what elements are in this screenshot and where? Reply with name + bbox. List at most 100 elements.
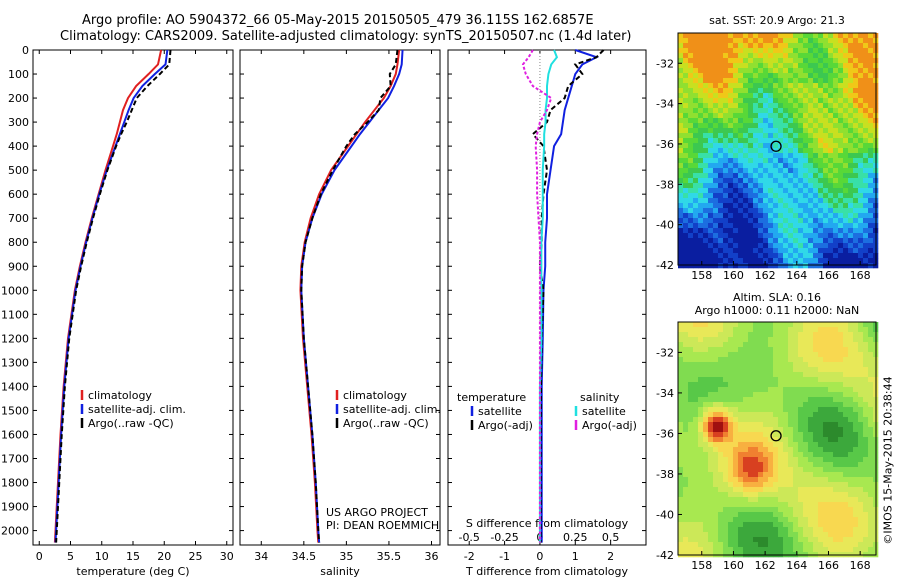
map-cell [793,183,799,189]
panel-frame [447,49,647,546]
map-cell [758,522,764,528]
map-cell [773,163,779,169]
map-cell [678,517,684,523]
map-cell [683,113,689,119]
map-cell [713,547,719,553]
map-cell [823,392,829,398]
map-cell [763,497,769,503]
map-cell [698,472,704,478]
map-cell [838,233,844,239]
map-cell [833,402,839,408]
map-cell [783,158,789,164]
map-cell [748,173,754,179]
map-cell [848,442,854,448]
map-cell [733,542,739,548]
map-cell [868,263,874,269]
map-cell [813,407,819,413]
map-cell [753,387,759,393]
map-cell [808,527,814,533]
map-cell [763,58,769,64]
map-cell [838,68,844,74]
map-cell [813,88,819,94]
map-cell [833,377,839,383]
map-cell [703,357,709,363]
map-cell [858,223,864,229]
map-cell [808,198,814,204]
map-cell [763,183,769,189]
map-cell [688,128,694,134]
map-cell [768,547,774,553]
map-cell [763,188,769,194]
map-cell [758,208,764,214]
map-cell [813,502,819,508]
map-cell [793,482,799,488]
map-cell [703,462,709,468]
map-cell [768,223,774,229]
map-cell [848,228,854,234]
map-cell [688,372,694,378]
map-cell [853,83,859,89]
map-cell [853,422,859,428]
map-cell [768,387,774,393]
map-cell [783,352,789,358]
map-cell [793,233,799,239]
map-cell [828,482,834,488]
map-cell [768,342,774,348]
map-cell [688,502,694,508]
map-cell [848,238,854,244]
map-cell [768,38,774,44]
map-cell [728,492,734,498]
map-cell [818,178,824,184]
map-cell [723,203,729,209]
map-cell [718,502,724,508]
map-cell [798,507,804,513]
map-cell [698,362,704,368]
map-cell [708,442,714,448]
map-cell [688,243,694,249]
map-cell [753,148,759,154]
map-cell [748,437,754,443]
map-cell [823,342,829,348]
map-cell [753,213,759,219]
map-cell [708,173,714,179]
map-cell [723,507,729,513]
map-cell [853,128,859,134]
map-cell [748,233,754,239]
map-cell [833,507,839,513]
map-cell [768,412,774,418]
map-cell [843,387,849,393]
map-cell [733,532,739,538]
map-cell [708,382,714,388]
map-cell [758,98,764,104]
map-cell [838,392,844,398]
map-cell [693,447,699,453]
map-cell [738,387,744,393]
map-cell [768,467,774,473]
map-cell [763,522,769,528]
map-cell [833,422,839,428]
map-cell [863,173,869,179]
map-cell [708,218,714,224]
map-cell [708,248,714,254]
map-cell [833,98,839,104]
map-cell [773,33,779,39]
map-cell [713,462,719,468]
map-cell [823,497,829,503]
map-cell [753,422,759,428]
map-cell [758,223,764,229]
map-cell [748,547,754,553]
map-cell [683,422,689,428]
map-cell [843,452,849,458]
map-cell [818,362,824,368]
map-cell [868,183,874,189]
map-cell [748,78,754,84]
map-cell [748,332,754,338]
map-cell [708,467,714,473]
map-cell [783,38,789,44]
map-cell [818,208,824,214]
map-cell [793,367,799,373]
map-cell [798,482,804,488]
map-cell [803,542,809,548]
map-cell [768,482,774,488]
map-cell [723,88,729,94]
